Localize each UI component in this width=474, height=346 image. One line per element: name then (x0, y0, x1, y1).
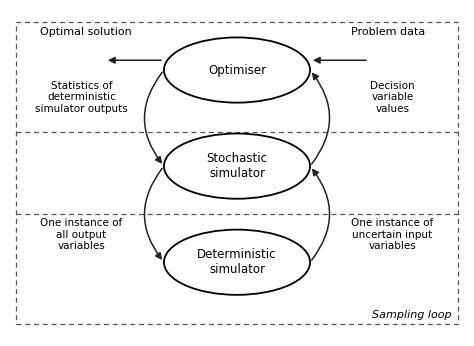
Ellipse shape (164, 37, 310, 103)
Text: One instance of
uncertain input
variables: One instance of uncertain input variable… (351, 218, 434, 252)
Text: Stochastic
simulator: Stochastic simulator (207, 152, 267, 180)
Text: Decision
variable
values: Decision variable values (370, 81, 415, 114)
Text: Deterministic
simulator: Deterministic simulator (197, 248, 277, 276)
Text: Optimal solution: Optimal solution (40, 27, 132, 37)
Text: Statistics of
deterministic
simulator outputs: Statistics of deterministic simulator ou… (35, 81, 128, 114)
Ellipse shape (164, 134, 310, 199)
Text: Sampling loop: Sampling loop (372, 310, 451, 320)
Text: One instance of
all output
variables: One instance of all output variables (40, 218, 123, 252)
Text: Problem data: Problem data (351, 27, 425, 37)
Ellipse shape (164, 230, 310, 295)
Text: Optimiser: Optimiser (208, 64, 266, 76)
